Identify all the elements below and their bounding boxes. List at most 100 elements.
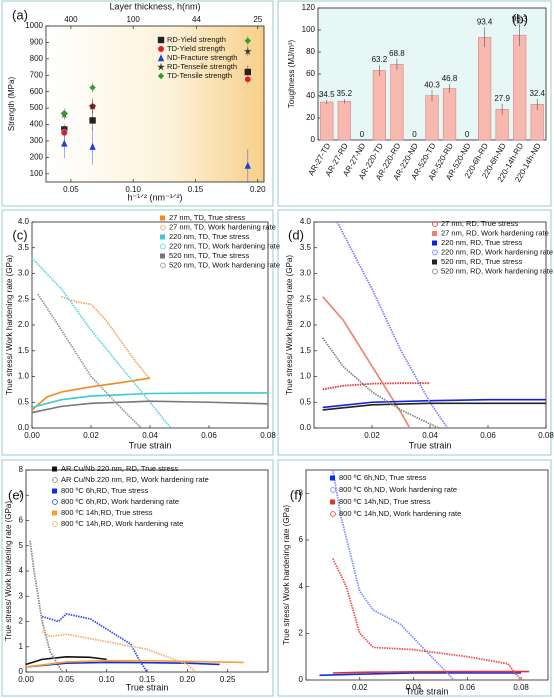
legend-swatch — [160, 253, 165, 259]
x-tick-label: 0.02 — [364, 431, 380, 440]
y-tick-label: 4.0 — [300, 217, 312, 226]
y-tick-label: 2 — [19, 617, 24, 626]
value-label: 34.5 — [319, 90, 335, 99]
x2-tick-label: 400 — [64, 15, 78, 24]
x-axis-label: True strain — [126, 682, 169, 692]
legend-label: TD-Tensile strength — [167, 71, 232, 80]
marker — [244, 37, 252, 44]
x-axis-label: h⁻¹ᐟ² (nm⁻¹ᐟ²) — [127, 192, 182, 202]
x-tick-label: 0.08 — [260, 431, 276, 440]
value-label: 68.8 — [389, 49, 405, 58]
marker — [88, 102, 97, 110]
legend-label: 800 ºC 14h,ND, Work hardening rate — [339, 509, 461, 518]
x-tick-label: 0.00 — [18, 675, 34, 684]
y-tick-label: 0.0 — [18, 423, 30, 432]
y-tick-label: 500 — [30, 103, 44, 112]
marker — [89, 117, 96, 124]
series-line — [25, 659, 244, 668]
legend-label: 800 ºC 14h,RD, True stress — [61, 508, 153, 517]
legend-label: 27 nm, TD, Work hardening rate — [169, 222, 276, 231]
legend-label: 220 nm, TD, True stress — [169, 232, 250, 241]
y-tick-label: 900 — [30, 38, 44, 47]
series-line — [37, 293, 142, 429]
bar — [425, 95, 439, 141]
y-tick-label: 0 — [299, 675, 304, 684]
bar — [337, 100, 351, 141]
value-label: 40.3 — [424, 80, 440, 89]
bar — [478, 36, 492, 141]
y-tick-label: 4 — [299, 582, 304, 591]
x-tick-label: 0.25 — [220, 675, 236, 684]
y-tick-label: 4.0 — [18, 217, 30, 226]
series-line — [31, 400, 269, 414]
legend-label: 800 ºC 6h,RD, Work hardening rate — [61, 497, 179, 506]
legend-swatch — [330, 511, 336, 517]
plot-frame — [45, 25, 265, 183]
marker — [89, 142, 96, 150]
x-tick-label: 0.06 — [460, 683, 476, 692]
x-axis-label: True strain — [406, 686, 449, 696]
legend-label: AR Cu/Nb 220 nm, RD, Work hardening rate — [61, 475, 209, 484]
y-tick-label: 100 — [30, 169, 44, 178]
y-tick-label: 0.5 — [300, 397, 312, 406]
y-tick-label: 100 — [302, 25, 316, 34]
y-axis-label: Strength (MPa) — [7, 77, 16, 132]
marker — [244, 161, 252, 169]
x2-tick-label: 100 — [127, 15, 141, 24]
plot-clip-group — [25, 540, 244, 673]
y-tick-label: 0.0 — [300, 423, 312, 432]
plot-frame — [305, 469, 549, 681]
y-tick-label: 2.0 — [18, 320, 30, 329]
legend-swatch — [157, 62, 165, 71]
panel-label: (c) — [12, 227, 27, 242]
y-tick-label: 0 — [311, 135, 316, 144]
y-tick-label: 40 — [306, 91, 315, 100]
x2-axis-label: Layer thickness, h(nm) — [109, 1, 200, 11]
legend-swatch — [432, 249, 438, 256]
x-tick-label: 0.06 — [480, 431, 496, 440]
series-line — [41, 613, 148, 673]
y-tick-label: 2 — [299, 628, 304, 637]
panel-border — [277, 459, 552, 697]
x-tick-label: 0.04 — [142, 431, 158, 440]
legend-label: 520 nm, RD, Work hardening rate — [441, 266, 553, 275]
legend-label: 800 ºC 14h,ND, True stress — [339, 497, 431, 506]
y-tick-label: 300 — [30, 136, 44, 145]
legend-swatch — [52, 521, 58, 527]
panel-label: (d) — [288, 227, 304, 242]
y-tick-label: 3 — [19, 591, 24, 600]
series-line — [31, 392, 268, 409]
legend-label: 800 ºC 14h,RD, Work hardening rate — [61, 519, 183, 528]
legend-swatch — [330, 487, 336, 493]
x-tick-label: 0.02 — [83, 431, 99, 440]
y-tick-label: 200 — [30, 152, 44, 161]
y-tick-label: 2.5 — [18, 294, 30, 303]
y-tick-label: 400 — [30, 120, 44, 129]
legend-label: ND-Fracture strength — [167, 53, 237, 62]
legend-label: 520 nm, TD, Work hardening rate — [169, 260, 280, 269]
legend-swatch — [157, 54, 165, 62]
y-tick-label: 700 — [30, 70, 44, 79]
plot-clip-group — [319, 469, 530, 681]
legend-label: RD-Yield strength — [167, 35, 226, 44]
legend-label: 520 nm, RD, True stress — [441, 257, 523, 266]
y-tick-label: 4 — [19, 566, 24, 575]
series-line — [31, 257, 172, 429]
marker — [61, 139, 68, 147]
value-label: 0 — [412, 130, 417, 139]
y-tick-label: 1.5 — [18, 346, 30, 355]
bar — [442, 88, 457, 141]
series-line — [25, 656, 107, 666]
series-line — [336, 221, 449, 429]
legend-label: 800 ºC 6h,ND, Work hardening rate — [339, 485, 457, 494]
x-tick-label: 0.15 — [139, 675, 155, 684]
legend-swatch — [330, 499, 335, 505]
plot-clip-group — [321, 221, 546, 429]
series-line — [25, 661, 220, 668]
legend-swatch — [160, 243, 166, 250]
bar — [513, 34, 527, 141]
x-tick-label: 0.00 — [24, 431, 40, 440]
value-label: 35.2 — [337, 89, 353, 98]
legend-swatch — [432, 268, 438, 275]
panel-border — [277, 209, 552, 456]
